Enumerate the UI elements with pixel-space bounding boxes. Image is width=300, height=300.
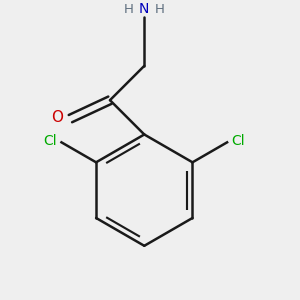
Text: H: H — [124, 3, 134, 16]
Text: O: O — [51, 110, 63, 125]
Text: Cl: Cl — [44, 134, 57, 148]
Text: H: H — [154, 3, 164, 16]
Text: Cl: Cl — [231, 134, 245, 148]
Text: N: N — [139, 2, 149, 16]
